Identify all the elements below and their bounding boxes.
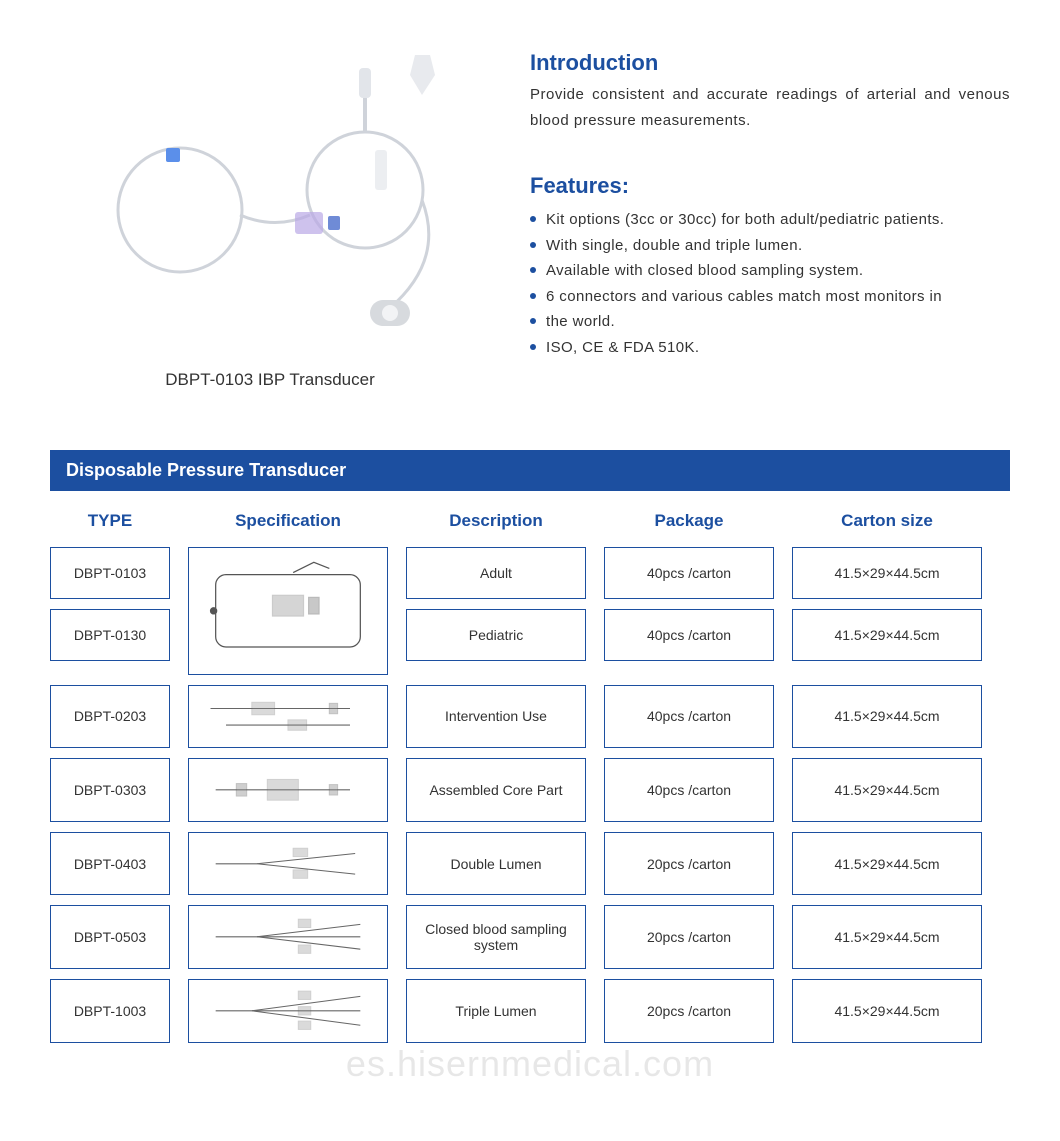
cell-specification [188, 758, 388, 822]
cell-type: DBPT-0130 [50, 609, 170, 661]
cell-package: 20pcs /carton [604, 979, 774, 1043]
header-carton-size: Carton size [792, 505, 982, 537]
cell-package: 20pcs /carton [604, 905, 774, 969]
table-row: DBPT-0503 Closed blood sampling system 2… [50, 905, 1010, 969]
product-caption: DBPT-0103 IBP Transducer [50, 370, 490, 390]
product-image-column: DBPT-0103 IBP Transducer [50, 40, 490, 390]
feature-item: 6 connectors and various cables match mo… [530, 284, 1010, 310]
cell-specification [188, 979, 388, 1043]
features-list: Kit options (3cc or 30cc) for both adult… [530, 207, 1010, 360]
info-column: Introduction Provide consistent and accu… [530, 40, 1010, 390]
cell-carton-size: 41.5×29×44.5cm [792, 832, 982, 896]
cell-description: Adult [406, 547, 586, 599]
cell-specification [188, 905, 388, 969]
product-image [70, 40, 470, 350]
cell-carton-size: 41.5×29×44.5cm [792, 547, 982, 599]
header-type: TYPE [50, 505, 170, 537]
cell-package: 40pcs /carton [604, 609, 774, 661]
cell-description: Assembled Core Part [406, 758, 586, 822]
cell-package: 40pcs /carton [604, 547, 774, 599]
cell-carton-size: 41.5×29×44.5cm [792, 979, 982, 1043]
header-specification: Specification [188, 505, 388, 537]
table-row: DBPT-1003 Triple Lumen 20pcs /carton 41.… [50, 979, 1010, 1043]
cell-type: DBPT-0203 [50, 685, 170, 749]
table-row: DBPT-0203 Intervention Use 40pcs /carton… [50, 685, 1010, 749]
table-row: DBPT-0403 Double Lumen 20pcs /carton 41.… [50, 832, 1010, 896]
cell-description: Triple Lumen [406, 979, 586, 1043]
cell-description: Intervention Use [406, 685, 586, 749]
cell-carton-size: 41.5×29×44.5cm [792, 905, 982, 969]
cell-type: DBPT-0303 [50, 758, 170, 822]
cell-package: 40pcs /carton [604, 685, 774, 749]
feature-item: With single, double and triple lumen. [530, 233, 1010, 259]
cell-carton-size: 41.5×29×44.5cm [792, 609, 982, 661]
header-package: Package [604, 505, 774, 537]
cell-type: DBPT-0103 [50, 547, 170, 599]
table-row: DBPT-0303 Assembled Core Part 40pcs /car… [50, 758, 1010, 822]
table-title-bar: Disposable Pressure Transducer [50, 450, 1010, 491]
cell-type: DBPT-0503 [50, 905, 170, 969]
cell-package: 20pcs /carton [604, 832, 774, 896]
header-description: Description [406, 505, 586, 537]
features-title: Features: [530, 173, 1010, 199]
table-header-row: TYPE Specification Description Package C… [50, 505, 1010, 537]
cell-specification [188, 832, 388, 896]
intro-title: Introduction [530, 50, 1010, 76]
top-section: DBPT-0103 IBP Transducer Introduction Pr… [50, 40, 1010, 390]
cell-package: 40pcs /carton [604, 758, 774, 822]
cell-type: DBPT-1003 [50, 979, 170, 1043]
cell-type: DBPT-0403 [50, 832, 170, 896]
cell-carton-size: 41.5×29×44.5cm [792, 758, 982, 822]
cell-specification [188, 685, 388, 749]
cell-carton-size: 41.5×29×44.5cm [792, 685, 982, 749]
table-body: DBPT-0103 DBPT-0130 Adult 40pcs /carton … [50, 547, 1010, 1043]
feature-item: Available with closed blood sampling sys… [530, 258, 1010, 284]
cell-description: Double Lumen [406, 832, 586, 896]
table-group-row: DBPT-0103 DBPT-0130 Adult 40pcs /carton … [50, 547, 1010, 675]
feature-item: Kit options (3cc or 30cc) for both adult… [530, 207, 1010, 233]
intro-text: Provide consistent and accurate readings… [530, 82, 1010, 133]
feature-item: the world. [530, 309, 1010, 335]
cell-description: Pediatric [406, 609, 586, 661]
watermark: es.hisernmedical.com [0, 1043, 1060, 1085]
cell-specification [188, 547, 388, 675]
cell-description: Closed blood sampling system [406, 905, 586, 969]
feature-item: ISO, CE & FDA 510K. [530, 335, 1010, 361]
